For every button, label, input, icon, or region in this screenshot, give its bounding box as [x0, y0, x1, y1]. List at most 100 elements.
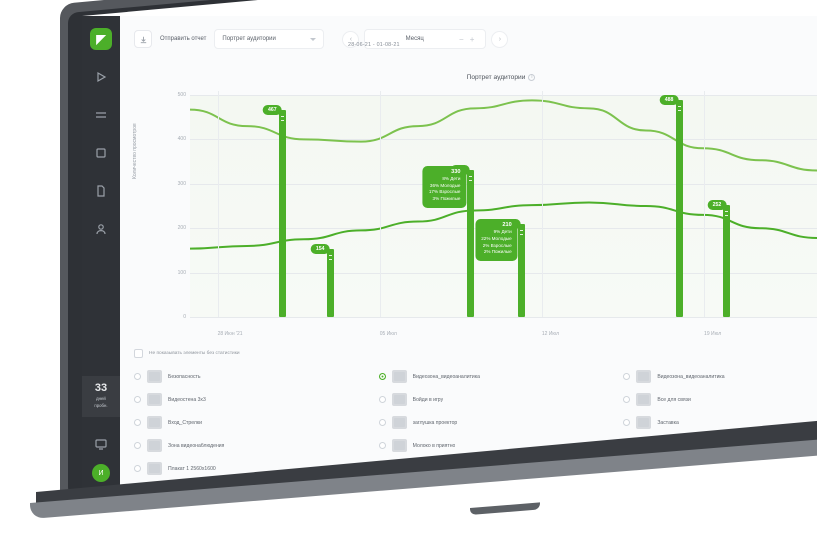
list-item-radio[interactable]: [378, 396, 386, 403]
list-item-thumbnail: [147, 462, 162, 475]
list-item-thumbnail: [147, 370, 162, 383]
play-icon[interactable]: [88, 66, 114, 88]
bar-tick: [468, 180, 472, 182]
main-content: Отправить отчет Портрет аудитории ‹ Меся…: [120, 15, 817, 495]
chart-tooltip: 330 8% Дети 36% Молодые 17% Взрослые 3% Пожи…: [422, 166, 467, 208]
list-item-label: Безопасность: [168, 373, 201, 380]
list-icon[interactable]: [88, 104, 114, 126]
list-item[interactable]: Видеозона_видеоаналитика: [623, 365, 817, 388]
value-badge[interactable]: 154: [310, 243, 330, 254]
y-tick-label: 200: [177, 225, 186, 232]
chart-bar[interactable]: [278, 109, 286, 317]
period-increase-button[interactable]: +: [469, 34, 475, 44]
list-item-label: Зона видеонаблюдения: [168, 442, 225, 449]
series-line: [190, 202, 817, 248]
series-line: [190, 100, 817, 175]
list-item-radio[interactable]: [378, 442, 386, 449]
chart-bar[interactable]: [518, 223, 526, 317]
bar-tick: [677, 106, 681, 108]
series-curves: [190, 95, 817, 317]
y-tick-label: 0: [183, 314, 186, 320]
value-badge[interactable]: 488: [659, 95, 679, 106]
list-item-radio[interactable]: [623, 419, 631, 426]
list-item-radio[interactable]: [134, 419, 141, 426]
x-divider: [541, 91, 543, 317]
y-axis-label: Количество просмотров: [132, 123, 138, 179]
layers-icon[interactable]: [88, 142, 114, 164]
bar-tick: [280, 119, 284, 121]
period-decrease-button[interactable]: −: [459, 34, 464, 44]
list-item-radio[interactable]: [134, 373, 141, 380]
avatar[interactable]: И: [92, 464, 110, 482]
list-item-label: заглушка проектор: [412, 419, 458, 426]
bar-tick: [328, 258, 332, 260]
tooltip-row: 9% Дети: [493, 229, 512, 235]
toolbar: Отправить отчет Портрет аудитории ‹ Меся…: [120, 15, 817, 62]
list-item-label: Заставка: [657, 419, 679, 426]
list-item-radio[interactable]: [378, 419, 386, 426]
list-item-radio[interactable]: [623, 396, 631, 403]
list-item-radio[interactable]: [623, 373, 631, 380]
list-item[interactable]: Безопасность: [134, 365, 379, 388]
bar-tick: [280, 115, 284, 117]
tooltip-value: 210: [502, 222, 512, 229]
brand-logo[interactable]: ◤: [90, 28, 112, 50]
tooltip-row: 22% Молодые: [481, 235, 512, 241]
trial-counter: 33 дней пробн.: [82, 376, 120, 417]
list-item-radio[interactable]: [134, 442, 141, 449]
date-range-label: 28-06-21 - 01-08-21: [348, 42, 400, 48]
list-item-radio[interactable]: [378, 373, 386, 380]
list-item[interactable]: Видеостена 3х3: [134, 388, 379, 411]
laptop-notch: [470, 502, 540, 515]
report-type-value: Портрет аудитории: [222, 36, 276, 42]
list-item-label: Войди в игру: [412, 396, 444, 403]
list-item[interactable]: Войди в игру: [378, 388, 624, 411]
tooltip-row: 3% Пожилые: [432, 196, 461, 201]
tooltip-row: 8% Дети: [442, 176, 461, 182]
list-item-thumbnail: [147, 439, 162, 452]
download-icon[interactable]: [134, 30, 152, 48]
list-item[interactable]: Вход_Стрелки: [134, 411, 379, 434]
info-icon[interactable]: i: [528, 74, 536, 81]
next-period-button[interactable]: ›: [491, 30, 509, 48]
list-item[interactable]: Зона видеонаблюдения: [134, 434, 379, 457]
report-type-select[interactable]: Портрет аудитории: [214, 29, 325, 49]
x-divider: [704, 91, 706, 317]
bar-tick: [328, 254, 332, 256]
list-item-radio[interactable]: [134, 396, 141, 403]
list-item-thumbnail: [391, 439, 407, 452]
chart-bar[interactable]: [466, 170, 474, 317]
list-item-thumbnail: [636, 416, 652, 429]
x-tick-label: 19 Июл: [704, 331, 722, 337]
monitor-icon[interactable]: [88, 433, 114, 455]
list-item-radio[interactable]: [134, 465, 141, 472]
filter-label: Не показывать элементы без статистики: [149, 351, 240, 356]
list-item-label: Видеостена 3х3: [168, 396, 206, 403]
export-report-button[interactable]: Отправить отчет: [160, 36, 207, 42]
y-tick-label: 400: [177, 136, 186, 143]
x-tick-label: 05 Июл: [379, 331, 397, 337]
bar-tick: [725, 211, 729, 213]
bar-tick: [677, 110, 681, 112]
trial-days: 33: [94, 382, 108, 395]
hide-empty-checkbox[interactable]: [134, 349, 143, 358]
chart-bar[interactable]: [723, 205, 731, 317]
list-item[interactable]: Все для связи: [623, 388, 817, 411]
chart-bar[interactable]: [675, 100, 683, 317]
chart-bar[interactable]: [326, 248, 334, 317]
list-item-thumbnail: [391, 416, 407, 429]
app-sidebar: ◤: [82, 16, 120, 494]
value-badge[interactable]: 467: [263, 104, 282, 115]
list-item-thumbnail: [636, 393, 652, 406]
chart-title-text: Портрет аудитории: [466, 74, 526, 81]
filter-row[interactable]: Не показывать элементы без статистики: [134, 349, 817, 358]
list-item-label: Плакат 1 2560х1600: [168, 465, 216, 472]
user-icon[interactable]: [88, 218, 114, 240]
y-tick-label: 100: [177, 269, 186, 276]
list-item[interactable]: заглушка проектор: [378, 411, 624, 434]
document-icon[interactable]: [88, 180, 114, 202]
value-badge[interactable]: 252: [707, 200, 727, 211]
list-item[interactable]: Видеозона_видеоаналитика: [378, 365, 624, 388]
x-tick-label: 12 Июл: [541, 331, 559, 337]
